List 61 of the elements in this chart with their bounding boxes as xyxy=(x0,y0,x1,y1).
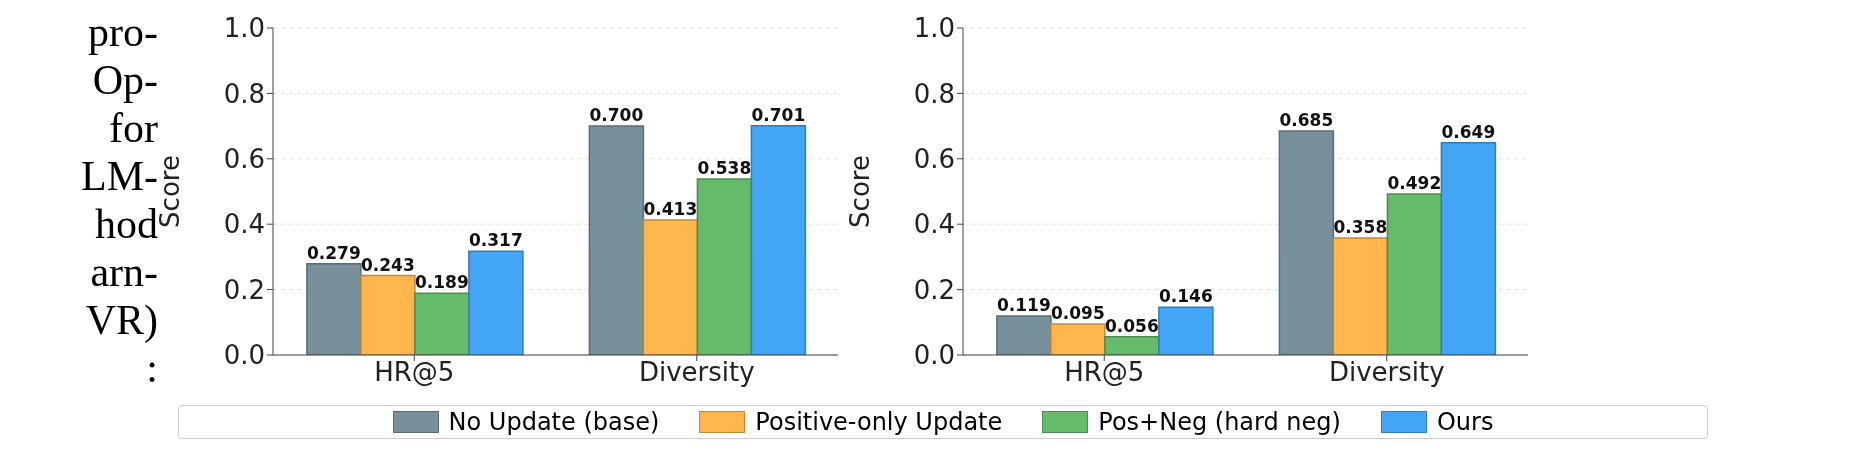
bar xyxy=(996,315,1052,355)
text: VR) xyxy=(84,296,158,344)
bar xyxy=(696,178,753,355)
bar xyxy=(1386,193,1443,355)
y-tick-label: 0.0 xyxy=(223,340,265,371)
text: LM- xyxy=(80,152,158,200)
text: arn- xyxy=(89,248,158,296)
data-label: 0.189 xyxy=(415,272,469,293)
x-tick-label: HR@5 xyxy=(1064,357,1145,388)
x-tick-label: HR@5 xyxy=(374,357,455,388)
data-label: 0.146 xyxy=(1159,286,1213,307)
legend-label: Pos+Neg (hard neg) xyxy=(1098,408,1341,436)
y-tick-label: 0.4 xyxy=(223,209,265,240)
data-label: 0.700 xyxy=(589,105,644,126)
text: hod xyxy=(94,200,158,248)
y-tick-label: 0.2 xyxy=(223,274,265,305)
bar xyxy=(306,263,362,355)
bar xyxy=(588,125,645,355)
y-tick-label: 0.8 xyxy=(913,78,955,109)
data-label: 0.056 xyxy=(1105,315,1159,336)
x-tick-label: Diversity xyxy=(638,357,755,388)
data-label: 0.701 xyxy=(751,104,806,125)
y-tick-label: 1.0 xyxy=(913,13,955,44)
data-label: 0.358 xyxy=(1333,216,1388,237)
data-label: 0.317 xyxy=(469,230,523,251)
y-tick-label: 0.4 xyxy=(913,209,955,240)
bar xyxy=(1440,142,1497,355)
text: : xyxy=(145,344,158,392)
data-label: 0.095 xyxy=(1051,302,1105,323)
x-tick-label: Diversity xyxy=(1328,357,1445,388)
data-label: 0.685 xyxy=(1279,110,1334,131)
y-tick-label: 1.0 xyxy=(223,13,265,44)
data-label: 0.279 xyxy=(307,242,361,263)
bar xyxy=(414,292,470,355)
bar xyxy=(1332,237,1389,355)
y-tick-label: 0.0 xyxy=(913,340,955,371)
data-label: 0.243 xyxy=(361,254,415,275)
data-label: 0.538 xyxy=(697,158,752,179)
bar xyxy=(1104,335,1160,355)
bar xyxy=(1158,306,1214,355)
data-label: 0.492 xyxy=(1387,173,1442,194)
bar xyxy=(360,274,416,355)
y-axis-title: Score xyxy=(845,155,876,228)
y-tick-label: 0.2 xyxy=(913,274,955,305)
bar xyxy=(750,125,807,355)
text: pro- xyxy=(87,8,158,56)
bar xyxy=(642,219,699,355)
y-tick-label: 0.6 xyxy=(913,144,955,175)
bar xyxy=(468,250,524,355)
bar xyxy=(1050,323,1106,355)
text: Op- xyxy=(91,56,158,104)
data-label: 0.413 xyxy=(643,198,698,219)
legend-label: Ours xyxy=(1436,408,1494,436)
legend-label: No Update (base) xyxy=(448,408,660,436)
y-tick-label: 0.8 xyxy=(223,78,265,109)
text: for xyxy=(108,104,158,152)
bar xyxy=(1278,130,1335,355)
data-label: 0.649 xyxy=(1441,121,1496,142)
legend-label: Positive-only Update xyxy=(755,408,1003,436)
y-tick-label: 0.6 xyxy=(223,144,265,175)
data-label: 0.119 xyxy=(997,295,1051,316)
